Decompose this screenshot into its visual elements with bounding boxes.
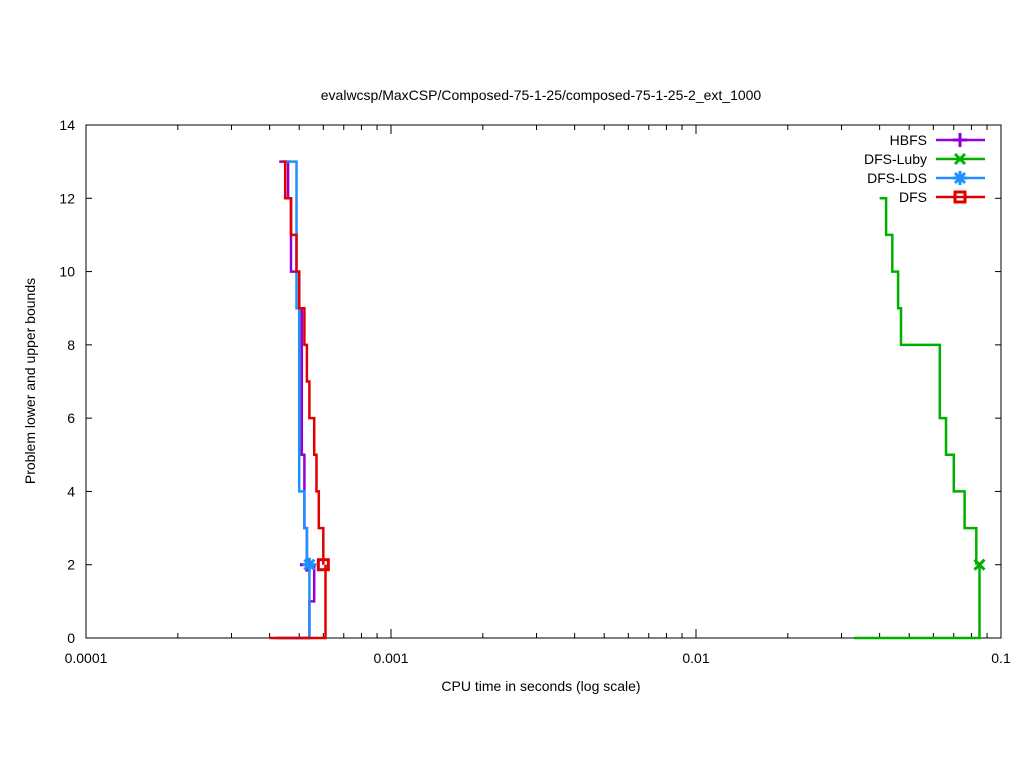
legend-dfs-lds-marker — [953, 171, 967, 185]
y-tick-label: 14 — [59, 117, 75, 133]
y-tick-label: 4 — [67, 483, 75, 499]
axes: 0 2 4 6 8 10 12 14 0.0001 0.001 0.01 0.1 — [59, 117, 1011, 666]
x-tick-label: 0.1 — [991, 650, 1011, 666]
legend: HBFS DFS-Luby DFS-LDS DFS — [864, 132, 985, 205]
series-dfs-luby-lower-line — [854, 564, 981, 640]
x-tick-label: 0.01 — [682, 650, 709, 666]
legend-dfs-luby-label: DFS-Luby — [864, 151, 927, 167]
series-dfs-marker — [316, 558, 330, 572]
series-dfs-lds-marker — [302, 557, 317, 572]
series-dfs-lower-line — [269, 564, 327, 640]
plot-frame — [85, 124, 1002, 639]
marker-stroke — [953, 152, 967, 166]
legend-dfs-label: DFS — [899, 189, 927, 205]
x-axis-label: CPU time in seconds (log scale) — [441, 678, 640, 694]
series-hbfs-upper-line — [279, 160, 309, 565]
series-dfs-luby-marker — [973, 558, 986, 571]
series-dfs-luby-upper-line — [879, 197, 978, 565]
marker-stroke — [953, 190, 967, 204]
legend-dfs-luby-marker — [953, 152, 967, 166]
series-layer — [269, 160, 986, 640]
series-dfs-upper-line — [282, 160, 325, 565]
y-tick-label: 10 — [59, 264, 75, 280]
series-dfs-lds-upper-line — [285, 160, 309, 565]
y-tick-label: 8 — [67, 337, 75, 353]
y-tick-label: 0 — [67, 630, 75, 646]
legend-dfs-marker — [953, 190, 967, 204]
marker-stroke — [973, 558, 986, 571]
chart-title: evalwcsp/MaxCSP/Composed-75-1-25/compose… — [321, 87, 762, 103]
y-axis-label: Problem lower and upper bounds — [22, 278, 38, 484]
marker-stroke — [316, 558, 330, 572]
x-tick-label: 0.0001 — [65, 650, 108, 666]
y-tick-label: 6 — [67, 410, 75, 426]
legend-hbfs-marker — [953, 133, 967, 147]
series-dfs-lds-lower-line — [276, 564, 311, 640]
y-tick-label: 12 — [59, 190, 75, 206]
y-tick-label: 2 — [67, 557, 75, 573]
legend-dfs-lds-label: DFS-LDS — [867, 170, 927, 186]
legend-hbfs-label: HBFS — [890, 132, 927, 148]
x-tick-label: 0.001 — [373, 650, 408, 666]
